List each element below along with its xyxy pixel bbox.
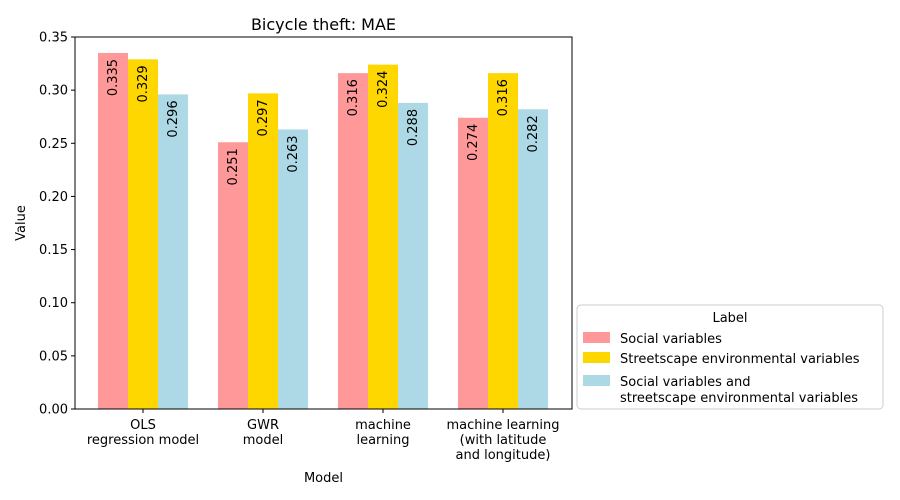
x-axis: OLS regression model GWR model machine learni… xyxy=(87,409,560,463)
bar xyxy=(248,93,278,410)
y-tick-label: 0.35 xyxy=(39,31,68,46)
text-line: Social variables and xyxy=(620,375,750,390)
legend-label: Social variables and streetscape environm… xyxy=(620,375,858,406)
bar xyxy=(398,102,428,409)
y-tick-label: 0.00 xyxy=(39,403,68,418)
y-tick-label: 0.30 xyxy=(39,84,68,99)
text-line: machine xyxy=(355,418,411,433)
bar xyxy=(128,59,158,409)
text-line: and longitude) xyxy=(456,448,551,463)
y-axis: 0.00 0.05 0.10 0.15 0.20 0.25 0.30 0.35 xyxy=(39,31,75,418)
x-tick-label: GWR model xyxy=(243,418,283,448)
plot-frame xyxy=(74,36,573,410)
text-line: regression model xyxy=(87,433,199,448)
x-tick-label: machine learning xyxy=(355,418,411,448)
bar-value-label: 0.335 xyxy=(106,59,121,96)
bar xyxy=(278,129,308,409)
text-line: Social variables xyxy=(620,332,722,347)
bar xyxy=(368,64,398,410)
bar-value-label: 0.282 xyxy=(526,115,541,152)
legend-items: Social variables Streetscape environmenta… xyxy=(583,332,860,406)
bar-value-label: 0.329 xyxy=(136,65,151,102)
legend-swatch xyxy=(583,332,610,343)
bar-value-label: 0.251 xyxy=(226,148,241,185)
x-axis-label: Model xyxy=(304,471,343,486)
text-line: GWR xyxy=(247,418,279,433)
text-line: (with latitude xyxy=(460,433,547,448)
bar-value-label: 0.324 xyxy=(376,71,391,108)
bar-value-label: 0.316 xyxy=(346,79,361,116)
legend-label: Streetscape environmental variables xyxy=(620,352,860,367)
x-tick-label: OLS regression model xyxy=(87,418,199,448)
text-line: streetscape environmental variables xyxy=(620,391,858,406)
bar xyxy=(488,73,518,409)
legend-label: Social variables xyxy=(620,332,722,347)
bar-value-label: 0.296 xyxy=(166,100,181,137)
y-tick-label: 0.20 xyxy=(39,190,68,205)
text-line: learning xyxy=(356,433,409,448)
bar xyxy=(518,109,548,409)
bar-value-label: 0.288 xyxy=(406,109,421,146)
text-line: OLS xyxy=(130,418,156,433)
x-tick-label: machine learning (with latitude and longit… xyxy=(446,418,559,463)
bar xyxy=(158,94,188,409)
legend: Label Social variables Streetscape enviro… xyxy=(576,304,884,410)
chart-title: Bicycle theft: MAE xyxy=(251,15,396,34)
bar-labels-group: 0.335 0.329 0.296 0.251 0.297 0.263 0.316 0.324… xyxy=(106,59,541,185)
bar-value-label: 0.274 xyxy=(466,124,481,161)
bars-group xyxy=(98,52,548,410)
legend-swatch xyxy=(583,352,610,363)
bar xyxy=(458,117,488,409)
y-tick-label: 0.05 xyxy=(39,349,68,364)
bar-value-label: 0.297 xyxy=(256,99,271,136)
legend-frame xyxy=(576,304,884,410)
bar xyxy=(218,142,248,410)
y-tick-label: 0.10 xyxy=(39,296,68,311)
legend-swatch xyxy=(583,375,610,386)
bar xyxy=(98,52,128,409)
bar xyxy=(338,73,368,409)
text-line: machine learning xyxy=(446,418,559,433)
y-axis-label: Value xyxy=(14,205,29,241)
legend-title: Label xyxy=(712,311,747,326)
text-line: Streetscape environmental variables xyxy=(620,352,860,367)
y-tick-label: 0.15 xyxy=(39,243,68,258)
text-line: model xyxy=(243,433,283,448)
bar-value-label: 0.316 xyxy=(496,79,511,116)
bar-value-label: 0.263 xyxy=(286,135,301,172)
y-tick-label: 0.25 xyxy=(39,137,68,152)
